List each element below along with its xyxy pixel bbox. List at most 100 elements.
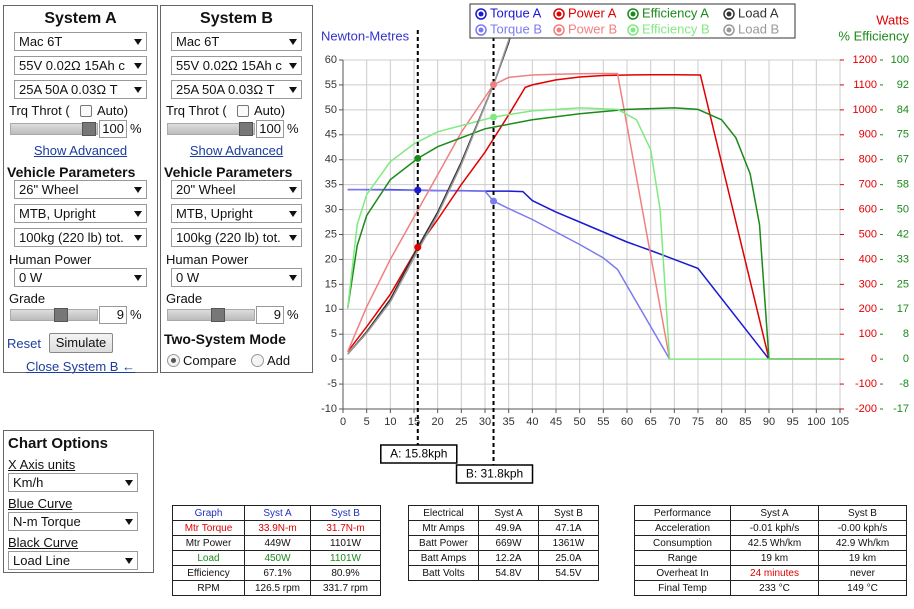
dropdown[interactable]: 55V 0.02Ω 15Ah c xyxy=(14,56,147,75)
y3-tick-label: 42 xyxy=(897,228,909,240)
row: Acceleration -0.01 kph/s -0.00 kph/s xyxy=(634,520,907,536)
dropdown[interactable]: 25A 50A 0.03Ω T xyxy=(14,80,147,99)
slider-thumb[interactable] xyxy=(211,308,225,322)
x-tick-label: 95 xyxy=(787,416,799,428)
y2-tick-label: 1000 xyxy=(853,104,877,116)
y-tick-label: 5 xyxy=(331,328,337,340)
slider-track[interactable] xyxy=(10,123,98,135)
marker-label: B: 31.8kph xyxy=(466,467,523,481)
dropdown[interactable]: Mac 6T xyxy=(171,32,302,51)
label: Add xyxy=(267,353,291,368)
checkbox[interactable] xyxy=(80,105,92,117)
text-input[interactable]: 9 xyxy=(256,306,284,324)
dropdown[interactable]: MTB, Upright xyxy=(14,204,147,223)
row: Batt Power 669W 1361W xyxy=(408,535,599,551)
label: % xyxy=(130,307,142,322)
slider-track[interactable] xyxy=(167,123,255,135)
slider-thumb[interactable] xyxy=(54,308,68,322)
y-tick-label: -10 xyxy=(321,403,337,415)
cell: Load xyxy=(172,550,245,566)
x-tick-label: 100 xyxy=(807,416,825,428)
x-tick-label: 105 xyxy=(831,416,849,428)
marker-label-box xyxy=(455,464,534,484)
reset-link[interactable]: Reset xyxy=(7,336,41,351)
y-tick-label: 35 xyxy=(325,179,337,191)
row: Batt Volts 54.8V 54.5V xyxy=(408,565,599,581)
dropdown[interactable]: 0 W xyxy=(14,268,147,287)
dropdown[interactable]: 100kg (220 lb) tot. xyxy=(14,228,147,247)
legend-item[interactable]: Torque A xyxy=(475,5,542,20)
cell: 49.9A xyxy=(478,520,539,536)
dropdown[interactable]: 55V 0.02Ω 15Ah c xyxy=(171,56,302,75)
dropdown-value: 26" Wheel xyxy=(19,182,79,197)
cell: 80.9% xyxy=(310,565,381,581)
dropdown[interactable]: 26" Wheel xyxy=(14,180,147,199)
y-tick-label: 60 xyxy=(325,54,337,66)
x-tick-label: 60 xyxy=(621,416,633,428)
legend-item[interactable]: Load B xyxy=(723,21,779,36)
dropdown-arrow xyxy=(134,87,142,93)
legend-item[interactable]: Torque B xyxy=(475,21,542,36)
cell: Batt Power xyxy=(408,535,479,551)
y2-tick-label: 600 xyxy=(859,203,877,215)
row: Overheat In 24 minutes never xyxy=(634,565,907,581)
legend-item[interactable]: Power B xyxy=(553,21,617,36)
show-advanced-link[interactable]: Show Advanced xyxy=(33,143,128,158)
electrical-table: Electrical Syst A Syst B Mtr Amps 49.9A 47.1A… xyxy=(408,505,599,581)
y-tick-label: 20 xyxy=(325,253,337,265)
legend-item[interactable]: Efficiency A xyxy=(627,5,709,20)
y3-tick-label: 50 xyxy=(897,203,909,215)
simulate-button[interactable]: Simulate xyxy=(49,333,113,353)
dropdown[interactable]: 0 W xyxy=(171,268,302,287)
dropdown[interactable]: Km/h xyxy=(8,473,138,492)
cell: 449W xyxy=(244,535,311,551)
legend-item[interactable]: Efficiency B xyxy=(627,21,710,36)
radio-add[interactable] xyxy=(251,354,264,367)
cell: 31.7N-m xyxy=(310,520,381,536)
dropdown-arrow xyxy=(289,275,297,281)
cell: Final Temp xyxy=(634,580,731,596)
cell: Range xyxy=(634,550,731,566)
dropdown[interactable]: 20" Wheel xyxy=(171,180,302,199)
x-tick-label: 55 xyxy=(597,416,609,428)
radio-compare[interactable] xyxy=(167,354,180,367)
dropdown-arrow xyxy=(134,275,142,281)
dropdown[interactable]: N-m Torque xyxy=(8,512,138,531)
header-cell: Electrical xyxy=(408,505,479,521)
text-input[interactable]: 100 xyxy=(256,120,284,138)
dropdown[interactable]: MTB, Upright xyxy=(171,204,302,223)
text-input[interactable]: 9 xyxy=(99,306,127,324)
slider-thumb[interactable] xyxy=(239,122,253,136)
header-cell: Syst A xyxy=(244,505,311,521)
header-cell: Syst B xyxy=(310,505,381,521)
legend-item[interactable]: Power A xyxy=(553,5,617,20)
dropdown[interactable]: 25A 50A 0.03Ω T xyxy=(171,80,302,99)
dropdown-arrow xyxy=(134,211,142,217)
series-line xyxy=(347,188,671,360)
text-input[interactable]: 100 xyxy=(99,120,127,138)
cell: RPM xyxy=(172,580,245,596)
checkbox[interactable] xyxy=(237,105,249,117)
dropdown[interactable]: 100kg (220 lb) tot. xyxy=(171,228,302,247)
legend-item[interactable]: Load A xyxy=(723,5,779,20)
x-tick-label: 35 xyxy=(503,416,515,428)
dropdown[interactable]: Mac 6T xyxy=(14,32,147,51)
dropdown[interactable]: Load Line xyxy=(8,551,138,570)
legend-label: Torque A xyxy=(490,5,542,20)
row: Mtr Power 449W 1101W xyxy=(172,535,381,551)
y-tick-label: 30 xyxy=(325,203,337,215)
header-cell: Syst B xyxy=(818,505,907,521)
cell: -0.01 kph/s xyxy=(730,520,819,536)
legend-label: Efficiency A xyxy=(642,5,709,20)
slider-thumb[interactable] xyxy=(82,122,96,136)
close-system-b-link[interactable]: Close System B ← xyxy=(25,359,136,374)
marker-label-group: A: 15.8kph xyxy=(380,444,458,464)
cell: 19 km xyxy=(730,550,819,566)
show-advanced-link[interactable]: Show Advanced xyxy=(189,143,284,158)
row: Load 450W 1101W xyxy=(172,550,381,566)
x-tick-label: 90 xyxy=(763,416,775,428)
y2-tick-label: 0 xyxy=(871,353,877,365)
cell: Mtr Torque xyxy=(172,520,245,536)
legend-symbol-dot xyxy=(478,11,484,17)
